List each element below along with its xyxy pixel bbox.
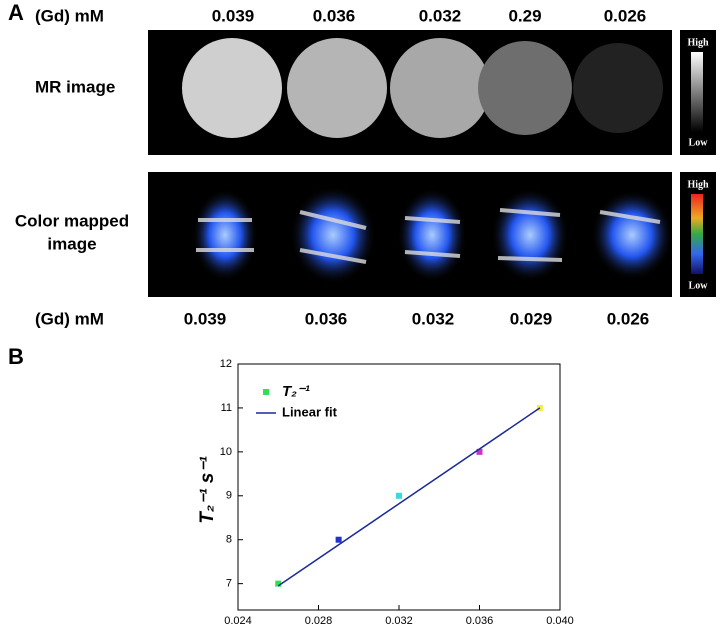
colorbar-label: Low bbox=[689, 280, 709, 291]
concentration: 0.026 bbox=[607, 309, 650, 328]
unit-label: (Gd) mM bbox=[35, 309, 104, 328]
legend-label: Linear fit bbox=[282, 404, 338, 419]
y-tick-label: 7 bbox=[226, 578, 232, 590]
y-tick-label: 9 bbox=[226, 490, 232, 502]
x-tick-label: 0.036 bbox=[466, 615, 494, 627]
y-axis-label: T₂⁻¹ s⁻¹ bbox=[197, 456, 218, 524]
stripe bbox=[404, 216, 461, 224]
point bbox=[476, 448, 483, 455]
panel-label: B bbox=[8, 344, 24, 369]
panel-label: A bbox=[8, 0, 24, 25]
unit-label: (Gd) mM bbox=[35, 6, 104, 25]
phantom bbox=[573, 43, 663, 133]
x-tick-label: 0.024 bbox=[224, 615, 252, 627]
colorbar-gradient bbox=[691, 194, 703, 274]
point bbox=[396, 492, 402, 499]
stripe bbox=[299, 210, 367, 230]
y-tick-label: 11 bbox=[221, 402, 232, 414]
plot-frame bbox=[237, 363, 561, 611]
phantom-color bbox=[592, 191, 672, 279]
phantom bbox=[478, 41, 572, 135]
legend-label: T₂⁻¹ bbox=[282, 383, 310, 400]
phantom-color bbox=[193, 190, 257, 280]
fit-line bbox=[277, 407, 541, 587]
phantoms bbox=[182, 38, 672, 283]
concentration: 0.039 bbox=[184, 309, 227, 328]
x-tick-label: 0.032 bbox=[385, 615, 413, 627]
colorbar-label: High bbox=[687, 37, 709, 48]
y-tick-label: 12 bbox=[220, 358, 232, 370]
point bbox=[275, 580, 282, 587]
stripe bbox=[299, 248, 367, 264]
concentration: 0.029 bbox=[510, 309, 553, 328]
concentration: 0.026 bbox=[604, 6, 647, 25]
concentration: 0.036 bbox=[313, 6, 356, 25]
colorbar-gradient bbox=[691, 52, 703, 132]
x-tick-label: 0.040 bbox=[546, 615, 574, 627]
phantom bbox=[287, 38, 387, 138]
colorbar-label: Low bbox=[689, 137, 709, 148]
row-label: Color mapped bbox=[15, 211, 129, 230]
row-label: image bbox=[47, 234, 96, 253]
phantom-color bbox=[291, 187, 375, 283]
stripe bbox=[499, 208, 561, 217]
row-label: MR image bbox=[35, 77, 115, 96]
concentration: 0.29 bbox=[508, 6, 541, 25]
y-tick-label: 8 bbox=[226, 534, 232, 546]
phantom bbox=[390, 38, 490, 138]
x-tick-label: 0.028 bbox=[305, 615, 333, 627]
phantom-color bbox=[492, 189, 568, 281]
colorbar-label: High bbox=[687, 179, 709, 190]
concentration: 0.036 bbox=[305, 309, 348, 328]
concentration: 0.039 bbox=[212, 6, 255, 25]
point bbox=[335, 536, 342, 543]
y-tick-label: 10 bbox=[220, 446, 232, 458]
stripe bbox=[404, 250, 461, 258]
stripe bbox=[599, 210, 661, 224]
concentration: 0.032 bbox=[419, 6, 462, 25]
phantom-color bbox=[398, 189, 466, 281]
stripe bbox=[497, 256, 563, 262]
legend-swatch bbox=[263, 389, 269, 395]
concentration: 0.032 bbox=[412, 309, 455, 328]
phantom bbox=[182, 38, 282, 138]
